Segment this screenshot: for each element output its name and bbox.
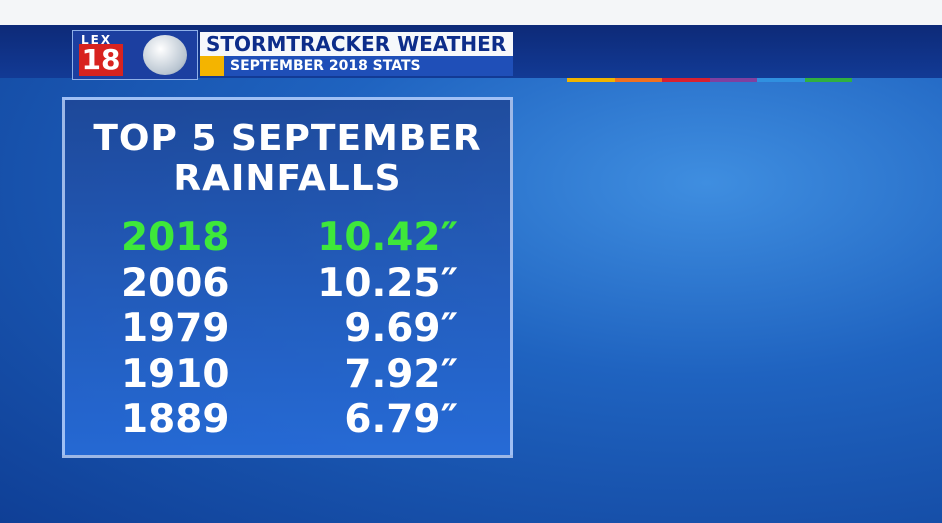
rainfall: 10.25″ bbox=[317, 260, 458, 306]
panel-title: TOP 5 SEPTEMBER bbox=[93, 118, 482, 159]
logo-number: 18 bbox=[79, 44, 123, 76]
color-stripes bbox=[567, 78, 852, 82]
rainfall: 6.79″ bbox=[344, 397, 458, 442]
year: 2018 bbox=[121, 215, 230, 260]
stripe bbox=[614, 78, 662, 82]
header-title: STORMTRACKER WEATHER bbox=[200, 32, 513, 56]
year: 1910 bbox=[121, 351, 230, 397]
header-subtitle: SEPTEMBER 2018 STATS bbox=[230, 58, 421, 74]
stat-row: 2018 10.42″ bbox=[65, 215, 510, 261]
stripe bbox=[567, 78, 615, 82]
stripe bbox=[662, 78, 710, 82]
top-strip bbox=[0, 0, 942, 25]
rainfall: 10.42″ bbox=[317, 215, 458, 260]
header-subtitle-bar: SEPTEMBER 2018 STATS bbox=[200, 56, 513, 76]
panel-title: RAINFALLS bbox=[173, 158, 402, 199]
rainfall: 9.69″ bbox=[344, 306, 458, 351]
stat-row: 2006 10.25″ bbox=[65, 261, 510, 307]
stat-row: 1910 7.92″ bbox=[65, 352, 510, 398]
stats-panel: TOP 5 SEPTEMBER RAINFALLS 2018 10.42″ 2006… bbox=[62, 97, 513, 458]
stripe bbox=[757, 78, 805, 82]
logo: LEX 18 bbox=[72, 30, 198, 80]
stat-row: 1979 9.69″ bbox=[65, 306, 510, 352]
year: 1889 bbox=[121, 397, 230, 442]
logo-tower bbox=[143, 35, 187, 75]
accent-square bbox=[200, 56, 224, 76]
year: 1979 bbox=[121, 306, 230, 351]
stripe bbox=[709, 78, 757, 82]
rainfall: 7.92″ bbox=[344, 351, 458, 397]
stripe bbox=[804, 78, 852, 82]
stat-row: 1889 6.79″ bbox=[65, 397, 510, 443]
year: 2006 bbox=[121, 260, 230, 306]
logo-text: LEX bbox=[81, 33, 113, 47]
